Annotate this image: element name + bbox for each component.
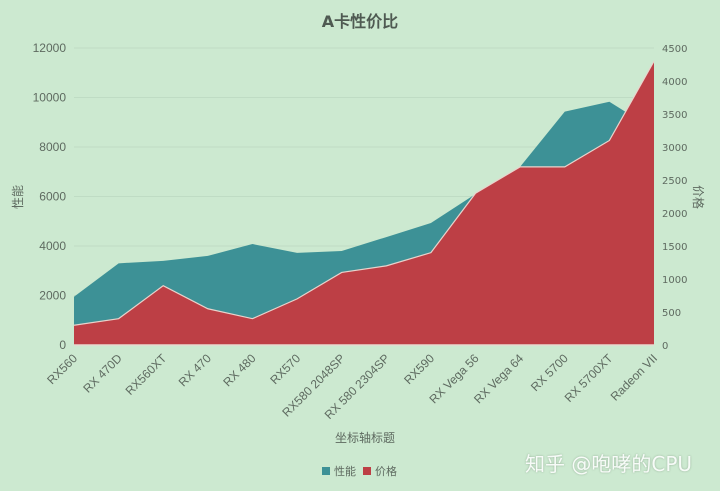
price-area (74, 61, 654, 346)
chart-title: A卡性价比 (321, 12, 399, 31)
y-tick-right: 1000 (662, 275, 687, 286)
y-tick-left: 6000 (39, 190, 66, 204)
x-tick-label: RX 470D (80, 351, 125, 396)
x-axis-title: 坐标轴标题 (335, 430, 395, 445)
watermark: 知乎 @咆哮的CPU (525, 452, 693, 476)
y-tick-left: 10000 (33, 91, 67, 105)
y-tick-right: 500 (662, 308, 681, 319)
y-tick-right: 3000 (662, 143, 687, 154)
y-tick-right: 1500 (662, 242, 687, 253)
x-tick-label: RX 470 (176, 351, 214, 389)
y-tick-right: 0 (662, 341, 668, 352)
price-edge (73, 60, 655, 326)
x-tick-label: RX560XT (123, 351, 170, 398)
y-tick-right: 2500 (662, 176, 687, 187)
y-tick-right: 4500 (662, 44, 687, 55)
y-tick-left: 0 (59, 338, 66, 352)
legend: 性能 价格 (322, 463, 397, 479)
y-tick-left: 4000 (39, 239, 66, 253)
x-tick-label: RX560 (44, 351, 80, 387)
legend-label-performance: 性能 (334, 465, 356, 478)
x-tick-label: RX 5700XT (562, 351, 616, 405)
x-tick-label: RX 480 (220, 351, 258, 389)
y-tick-left: 12000 (33, 41, 67, 55)
x-tick-label: RX 5700 (528, 351, 571, 394)
y-tick-left: 2000 (39, 289, 66, 303)
legend-label-price: 价格 (375, 465, 397, 478)
legend-swatch-performance (322, 467, 330, 475)
y-axis-title-right: 价格 (691, 185, 706, 209)
y-tick-left: 8000 (39, 140, 66, 154)
y-tick-right: 3500 (662, 110, 687, 121)
x-tick-label: Radeon VII (608, 351, 660, 403)
y-axis-title-left: 性能 (11, 185, 25, 209)
x-tick-label: RX570 (267, 351, 303, 387)
legend-swatch-price (363, 467, 371, 475)
y-tick-right: 2000 (662, 209, 687, 220)
y-tick-right: 4000 (662, 77, 687, 88)
x-tick-label: RX590 (401, 351, 437, 387)
